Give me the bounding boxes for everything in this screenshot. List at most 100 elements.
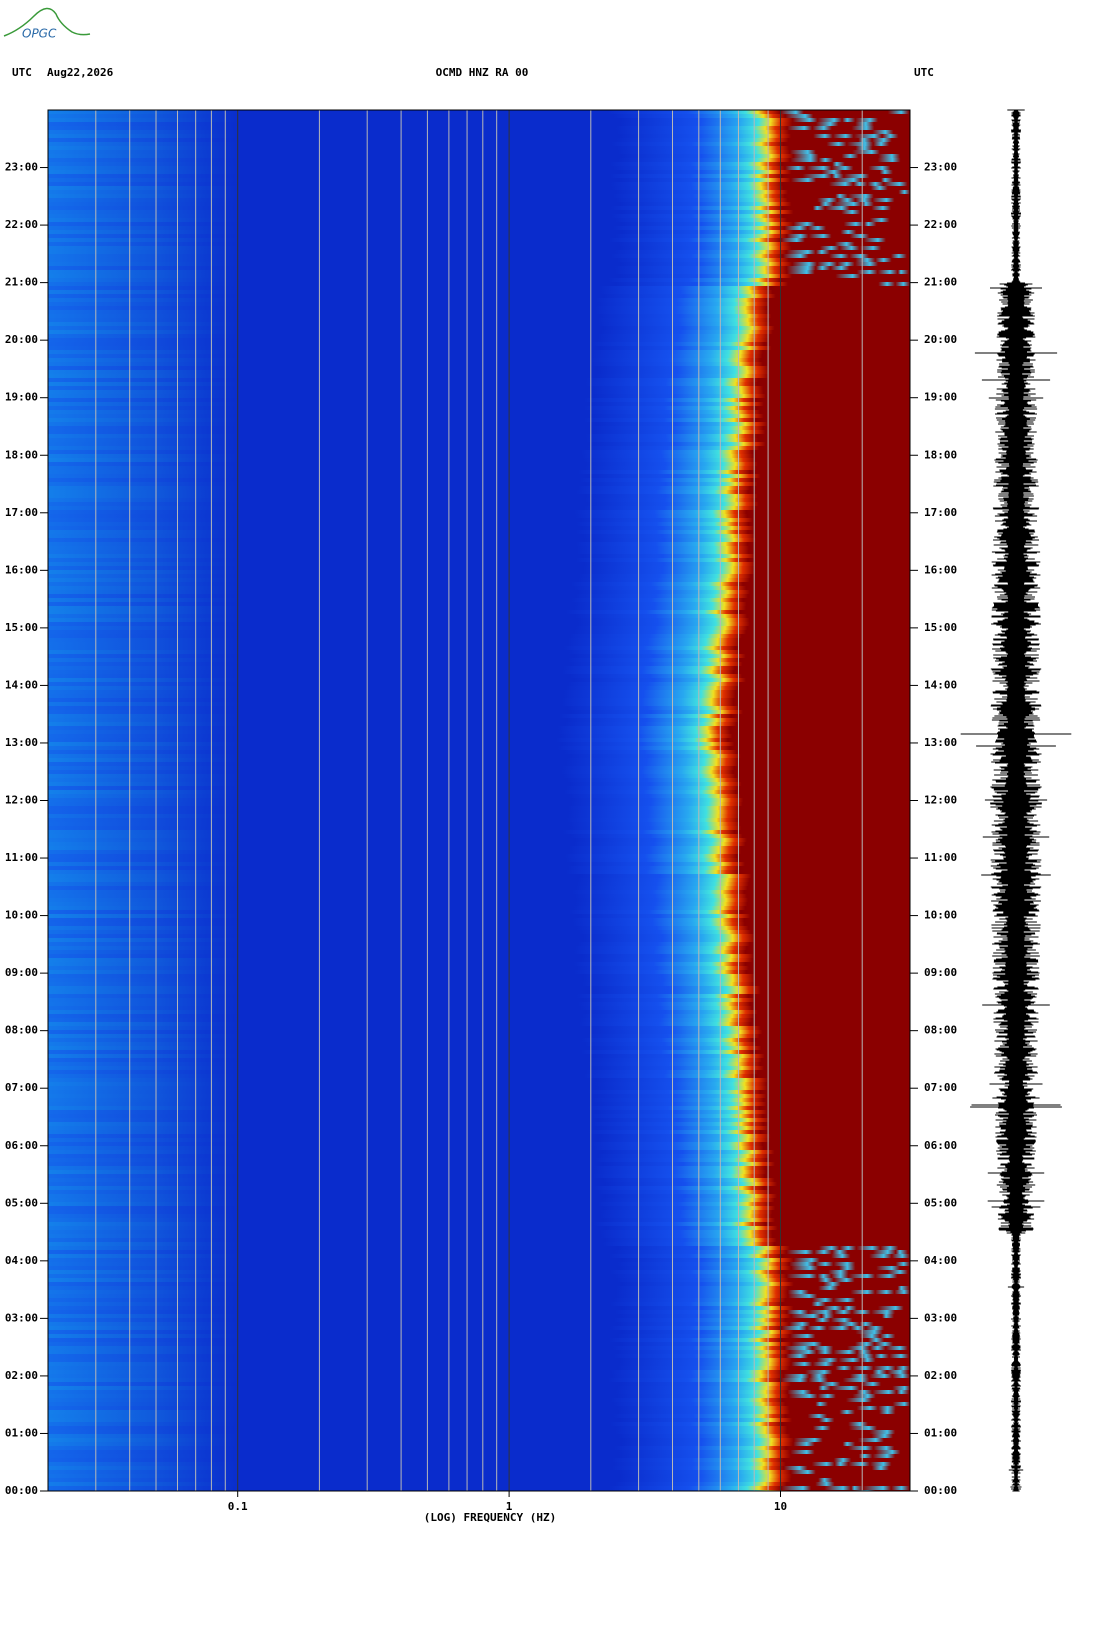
spectrogram-row xyxy=(48,446,910,451)
spectrogram-row xyxy=(48,630,910,635)
spectrogram-row xyxy=(48,282,910,287)
y-tick-label-left: 06:00 xyxy=(5,1139,38,1152)
spectrogram-row xyxy=(48,658,910,663)
spectrogram-row xyxy=(48,206,910,211)
spectrogram-row xyxy=(48,1050,910,1055)
date: Aug22,2026 xyxy=(47,66,114,79)
spectrogram-row xyxy=(48,786,910,791)
spectrogram-row xyxy=(48,726,910,731)
spectrogram-row xyxy=(48,450,910,455)
spectrogram-row xyxy=(48,618,910,623)
spectrogram-row xyxy=(48,1154,910,1159)
spectrogram-row xyxy=(48,1094,910,1099)
spectrogram-row xyxy=(48,518,910,523)
x-tick-label: 0.1 xyxy=(228,1500,248,1513)
x-tick-label: 1 xyxy=(506,1500,513,1513)
spectrogram-row xyxy=(48,1370,910,1375)
spectrogram-row xyxy=(48,1054,910,1059)
y-tick-label-left: 13:00 xyxy=(5,736,38,749)
spectrogram-row xyxy=(48,1170,910,1175)
spectrogram-row xyxy=(48,1310,910,1315)
spectrogram-row xyxy=(48,166,910,171)
spectrogram-row xyxy=(48,1338,910,1343)
y-tick-label-right: 19:00 xyxy=(924,391,957,404)
spectrogram-row xyxy=(48,1106,910,1111)
spectrogram-row xyxy=(48,1186,910,1191)
y-tick-label-right: 01:00 xyxy=(924,1426,957,1439)
spectrogram-row xyxy=(48,1362,910,1367)
y-tick-label-right: 05:00 xyxy=(924,1196,957,1209)
spectrogram-row xyxy=(48,1218,910,1223)
spectrogram-row xyxy=(48,366,910,371)
spectrogram-row xyxy=(48,258,910,263)
spectrogram-row xyxy=(48,374,910,379)
y-tick-label-right: 12:00 xyxy=(924,794,957,807)
spectrogram-row xyxy=(48,854,910,859)
spectrogram-row xyxy=(48,586,910,591)
spectrogram-row xyxy=(48,798,910,803)
spectrogram-row xyxy=(48,686,910,691)
spectrogram-row xyxy=(48,150,910,155)
spectrogram-row xyxy=(48,918,910,923)
spectrogram-row xyxy=(48,454,910,459)
spectrogram-row xyxy=(48,502,910,507)
spectrogram-row xyxy=(48,1410,910,1415)
spectrogram-row xyxy=(48,1006,910,1011)
y-tick-label-right: 23:00 xyxy=(924,161,957,174)
spectrogram-row xyxy=(48,534,910,539)
spectrogram-row xyxy=(48,750,910,755)
spectrogram-row xyxy=(48,346,910,351)
spectrogram-row xyxy=(48,814,910,819)
spectrogram-row xyxy=(48,1162,910,1167)
spectrogram-row xyxy=(48,1466,910,1471)
spectrogram-row xyxy=(48,866,910,871)
spectrogram-row xyxy=(48,1166,910,1171)
spectrogram-row xyxy=(48,830,910,835)
y-tick-label-left: 17:00 xyxy=(5,506,38,519)
spectrogram-row xyxy=(48,934,910,939)
spectrogram-row xyxy=(48,1202,910,1207)
y-tick-label-right: 17:00 xyxy=(924,506,957,519)
spectrogram-row xyxy=(48,974,910,979)
spectrogram-row xyxy=(48,674,910,679)
spectrogram-row xyxy=(48,894,910,899)
spectrogram-row xyxy=(48,1398,910,1403)
spectrogram-row xyxy=(48,1446,910,1451)
spectrogram-row xyxy=(48,1330,910,1335)
spectrogram-row xyxy=(48,1282,910,1287)
spectrogram-row xyxy=(48,274,910,279)
spectrogram-row xyxy=(48,954,910,959)
spectrogram-row xyxy=(48,578,910,583)
spectrogram-row xyxy=(48,1250,910,1255)
spectrogram-row xyxy=(48,1230,910,1235)
spectrogram-row xyxy=(48,354,910,359)
spectrogram-row xyxy=(48,1190,910,1195)
spectrogram-row xyxy=(48,1442,910,1447)
spectrogram-row xyxy=(48,746,910,751)
y-tick-label-right: 03:00 xyxy=(924,1311,957,1324)
spectrogram-row xyxy=(48,846,910,851)
spectrogram-row xyxy=(48,826,910,831)
spectrogram-row xyxy=(48,778,910,783)
y-tick-label-right: 06:00 xyxy=(924,1139,957,1152)
spectrogram-row xyxy=(48,194,910,199)
spectrogram-row xyxy=(48,1110,910,1115)
spectrogram-row xyxy=(48,462,910,467)
spectrogram-row xyxy=(48,1058,910,1063)
y-tick-label-right: 11:00 xyxy=(924,851,957,864)
spectrogram-row xyxy=(48,322,910,327)
spectrogram-row xyxy=(48,754,910,759)
spectrogram-row xyxy=(48,538,910,543)
spectrogram-row xyxy=(48,338,910,343)
spectrogram-row xyxy=(48,930,910,935)
spectrogram-row xyxy=(48,210,910,215)
spectrogram-row xyxy=(48,1342,910,1347)
chart-title: OCMD HNZ RA 00 xyxy=(436,66,529,79)
spectrogram-row xyxy=(48,902,910,907)
spectrogram-row xyxy=(48,334,910,339)
spectrogram-row xyxy=(48,550,910,555)
spectrogram-row xyxy=(48,694,910,699)
spectrogram-row xyxy=(48,742,910,747)
